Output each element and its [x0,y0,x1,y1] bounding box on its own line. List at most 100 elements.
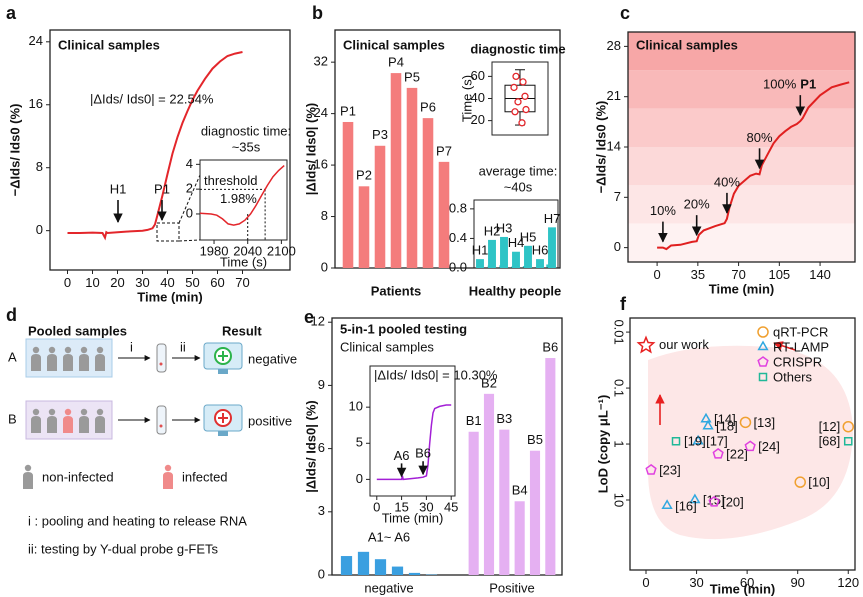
bar [499,429,510,575]
negative-icon [218,351,228,361]
background-band [628,185,855,224]
inset-bar [536,259,544,268]
result-label: negative [248,351,297,366]
legend-label: non-infected [42,469,114,484]
step-label: i [130,339,133,354]
y-tick-label: 10 [349,399,363,414]
background-band [628,70,855,109]
x-tick-label: 10 [85,275,99,290]
point-label: [16] [675,498,697,513]
marker [636,335,656,354]
point-label: [23] [659,462,681,477]
axis-title: Time (s) [459,75,474,122]
point-label: [12] [819,419,841,434]
data-point [519,78,527,86]
inset-bg [200,160,287,240]
data-line [657,81,850,251]
row-label: B [8,411,17,426]
bar-label: P5 [404,69,420,84]
monitor-stand [218,369,228,374]
x-tick-label: 0 [64,275,71,290]
y-tick-label: 7 [614,189,621,204]
bar [514,501,525,575]
bar-label: P2 [356,168,372,183]
annotation: 100% [763,77,797,92]
axis-title: |ΔIds/ Ids0| (%) [303,400,318,492]
person-icon [31,354,41,371]
bar [374,559,387,575]
bar-label: B1 [466,413,482,428]
marker [702,419,714,430]
person-icon [96,408,104,416]
marker [843,436,853,446]
point-label: [19] [684,434,706,449]
bar-label: P1 [340,103,356,118]
person-icon [23,472,33,489]
data-line [376,404,452,481]
person-icon [95,416,105,433]
x-tick-label: 15 [394,499,408,514]
panel-label: c [620,3,630,23]
annotation: H1 [110,181,127,196]
marker [744,440,756,452]
background-band [628,223,855,262]
bar [374,145,386,268]
y-tick-label: 0 [318,566,325,581]
y-tick-label: 3 [318,503,325,518]
value-label: 1.98% [220,191,257,206]
person-icon [96,346,104,354]
inset-title: |ΔIds/ Ids0| = 10.30% [374,367,498,382]
point-label: [15] [703,492,725,507]
inset-bar [476,259,484,268]
y-tick-label: 0.01 [612,319,627,344]
point-label: [17] [706,434,728,449]
bar [342,121,354,268]
legend-label: qRT-PCR [773,324,828,339]
x-tick-label: 0 [373,499,380,514]
y-tick-label: 5 [356,435,363,450]
chart-title: Clinical samples [58,37,160,52]
panel-label: b [312,3,323,23]
y-tick-label: 16 [314,157,328,172]
group-label: negative [364,580,413,595]
step-label: ii [180,339,186,354]
bar-label: B4 [512,483,528,498]
marker [712,447,724,459]
annotation: diagnostic time: [201,123,291,138]
tube [156,343,167,373]
person-icon [32,346,40,354]
highlight-label: our work [659,337,709,352]
x-tick-label: 20 [110,275,124,290]
bar [358,186,370,268]
plot-frame [369,365,456,497]
y-tick-label: 32 [314,54,328,69]
point-label: [10] [808,475,830,490]
y-tick-label: 20 [471,112,485,127]
column-header: Pooled samples [28,323,127,338]
x-tick-label: 60 [210,275,224,290]
person-icon [47,416,57,433]
person-icon [48,346,56,354]
bar-label: P6 [420,100,436,115]
marker [757,340,769,351]
data-point [512,72,520,81]
highlight-box [156,222,180,242]
marker [757,356,769,367]
bar [408,572,421,575]
bar-label: B3 [496,411,512,426]
x-tick-label: 105 [768,267,790,282]
marker [794,476,806,488]
chart-title: Clinical samples [343,37,445,52]
y-tick-label: 0 [356,471,363,486]
person-icon [64,408,72,416]
tube-sample [159,362,163,366]
axis-title: Time (min) [709,281,775,296]
legend-label: RT-LAMP [773,339,829,354]
inset-bg [370,366,455,496]
arrow [773,341,796,351]
marker [689,493,701,504]
bar [391,566,404,575]
axis-title: LoD (copy μL⁻¹) [595,395,610,494]
x-tick-label: 120 [837,575,859,590]
y-tick-label: 21 [607,88,621,103]
